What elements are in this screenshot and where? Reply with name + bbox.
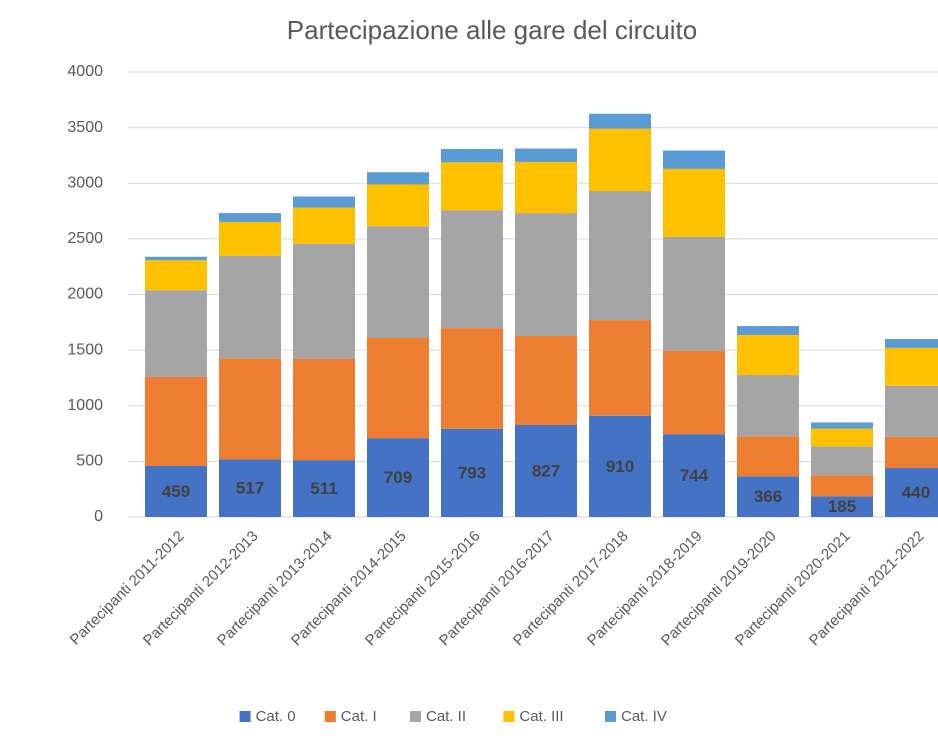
data-label: 709 <box>384 468 412 487</box>
y-tick-label: 1000 <box>67 397 103 414</box>
bar-segment <box>219 358 281 460</box>
bar-segment <box>589 128 651 192</box>
bar-segment <box>737 375 799 437</box>
bar-segment <box>293 460 355 517</box>
legend-label: Cat. III <box>519 708 563 725</box>
bar-segment <box>367 438 429 517</box>
data-label: 440 <box>902 483 930 502</box>
bar-segment <box>219 213 281 222</box>
chart-title: Partecipazione alle gare del circuito <box>287 15 697 45</box>
data-label: 185 <box>828 497 856 516</box>
bar-segment <box>737 436 799 477</box>
bar-segment <box>293 243 355 359</box>
bar-segment <box>145 376 207 466</box>
bar-segment <box>663 150 725 169</box>
y-tick-label: 2500 <box>67 230 103 247</box>
bar-segment <box>219 459 281 517</box>
bar-segment <box>293 358 355 461</box>
bar-segment <box>885 385 938 437</box>
bar-segment <box>367 226 429 338</box>
data-label: 744 <box>680 466 709 485</box>
y-tick-label: 3000 <box>67 174 103 191</box>
bar-segment <box>589 113 651 129</box>
bar-segment <box>293 196 355 208</box>
data-label: 793 <box>458 463 486 482</box>
bar-segment <box>441 162 503 211</box>
bar-segment <box>811 496 873 517</box>
bar-segment <box>885 339 938 348</box>
bar-segment <box>737 326 799 335</box>
legend-swatch <box>410 711 421 722</box>
bar-segment <box>589 415 651 517</box>
y-tick-label: 3500 <box>67 119 103 136</box>
legend-swatch <box>324 711 336 722</box>
bar-segment <box>515 161 577 214</box>
y-tick-label: 0 <box>94 508 103 525</box>
bar-segment <box>589 191 651 321</box>
bar-segment <box>441 210 503 329</box>
legend-label: Cat. 0 <box>256 708 296 725</box>
bar-segment <box>515 213 577 336</box>
bar-segment <box>441 428 503 517</box>
bar-segment <box>145 260 207 291</box>
bar-segment <box>515 424 577 517</box>
bar-segment <box>145 256 207 261</box>
data-label: 511 <box>310 479 337 498</box>
bar-segment <box>737 476 799 517</box>
bar-segment <box>589 320 651 416</box>
legend-label: Cat. II <box>426 708 466 725</box>
bar-segment <box>737 334 799 376</box>
bar-segment <box>441 148 503 163</box>
y-tick-label: 1500 <box>67 341 103 358</box>
y-tick-label: 500 <box>76 453 103 470</box>
bar-segment <box>663 168 725 237</box>
bar-segment <box>885 436 938 469</box>
bar-segment <box>145 465 207 517</box>
bar-segment <box>885 468 938 517</box>
data-label: 517 <box>236 479 264 498</box>
bar-segment <box>145 290 207 377</box>
bar-segment <box>441 328 503 429</box>
bar-segment <box>885 347 938 386</box>
bar-segment <box>515 335 577 425</box>
bar-segment <box>663 434 725 517</box>
legend-swatch <box>605 711 616 722</box>
data-label: 910 <box>606 457 634 476</box>
bar-segment <box>663 350 725 435</box>
bar-segment <box>367 172 429 185</box>
data-label: 366 <box>754 487 782 506</box>
y-tick-label: 2000 <box>67 286 103 303</box>
data-label: 459 <box>162 482 190 501</box>
bar-segment <box>811 446 873 476</box>
bar-segment <box>811 428 873 447</box>
bar-segment <box>515 148 577 162</box>
bar-segment <box>219 255 281 359</box>
legend-label: Cat. IV <box>621 708 667 725</box>
legend-label: Cat. I <box>341 708 377 725</box>
bar-segment <box>663 236 725 351</box>
bar-segment <box>293 207 355 244</box>
bar-segment <box>367 184 429 227</box>
bar-segment <box>811 475 873 497</box>
bar-segment <box>219 221 281 256</box>
bar-segment <box>367 337 429 439</box>
bar-segment <box>811 422 873 429</box>
data-label: 827 <box>532 461 560 480</box>
legend-swatch <box>503 711 515 722</box>
y-tick-label: 4000 <box>67 63 103 80</box>
legend-swatch <box>239 711 251 722</box>
